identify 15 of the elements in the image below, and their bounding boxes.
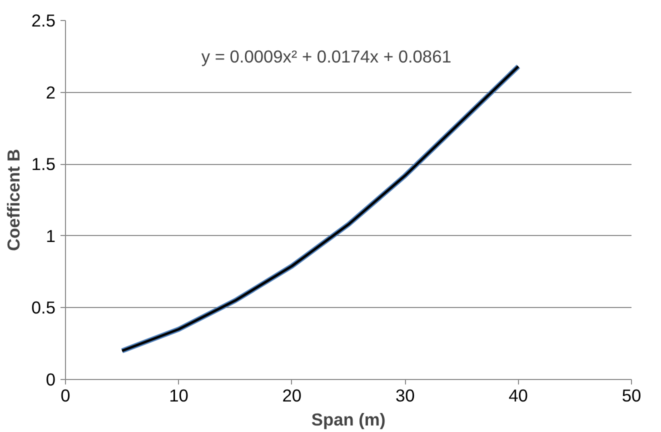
y-axis-title: Coefficent B <box>3 148 24 252</box>
x-tick-label: 10 <box>169 386 188 406</box>
annotation: y = 0.0009x² + 0.0174x + 0.0861 <box>201 46 452 66</box>
x-tick-label: 0 <box>60 386 70 406</box>
y-tick-label: 2.5 <box>31 10 56 30</box>
x-tick-label: 40 <box>508 386 528 406</box>
x-tick-label: 50 <box>622 386 642 406</box>
y-tick-label: 1.5 <box>31 154 56 174</box>
y-tick-label: 0 <box>46 370 56 390</box>
x-axis-title: Span (m) <box>311 410 386 430</box>
y-tick-label: 0.5 <box>31 298 56 318</box>
y-tick-label: 1 <box>46 226 56 246</box>
x-tick-label: 20 <box>282 386 302 406</box>
x-tick-label: 30 <box>395 386 415 406</box>
y-tick-label: 2 <box>46 82 56 102</box>
